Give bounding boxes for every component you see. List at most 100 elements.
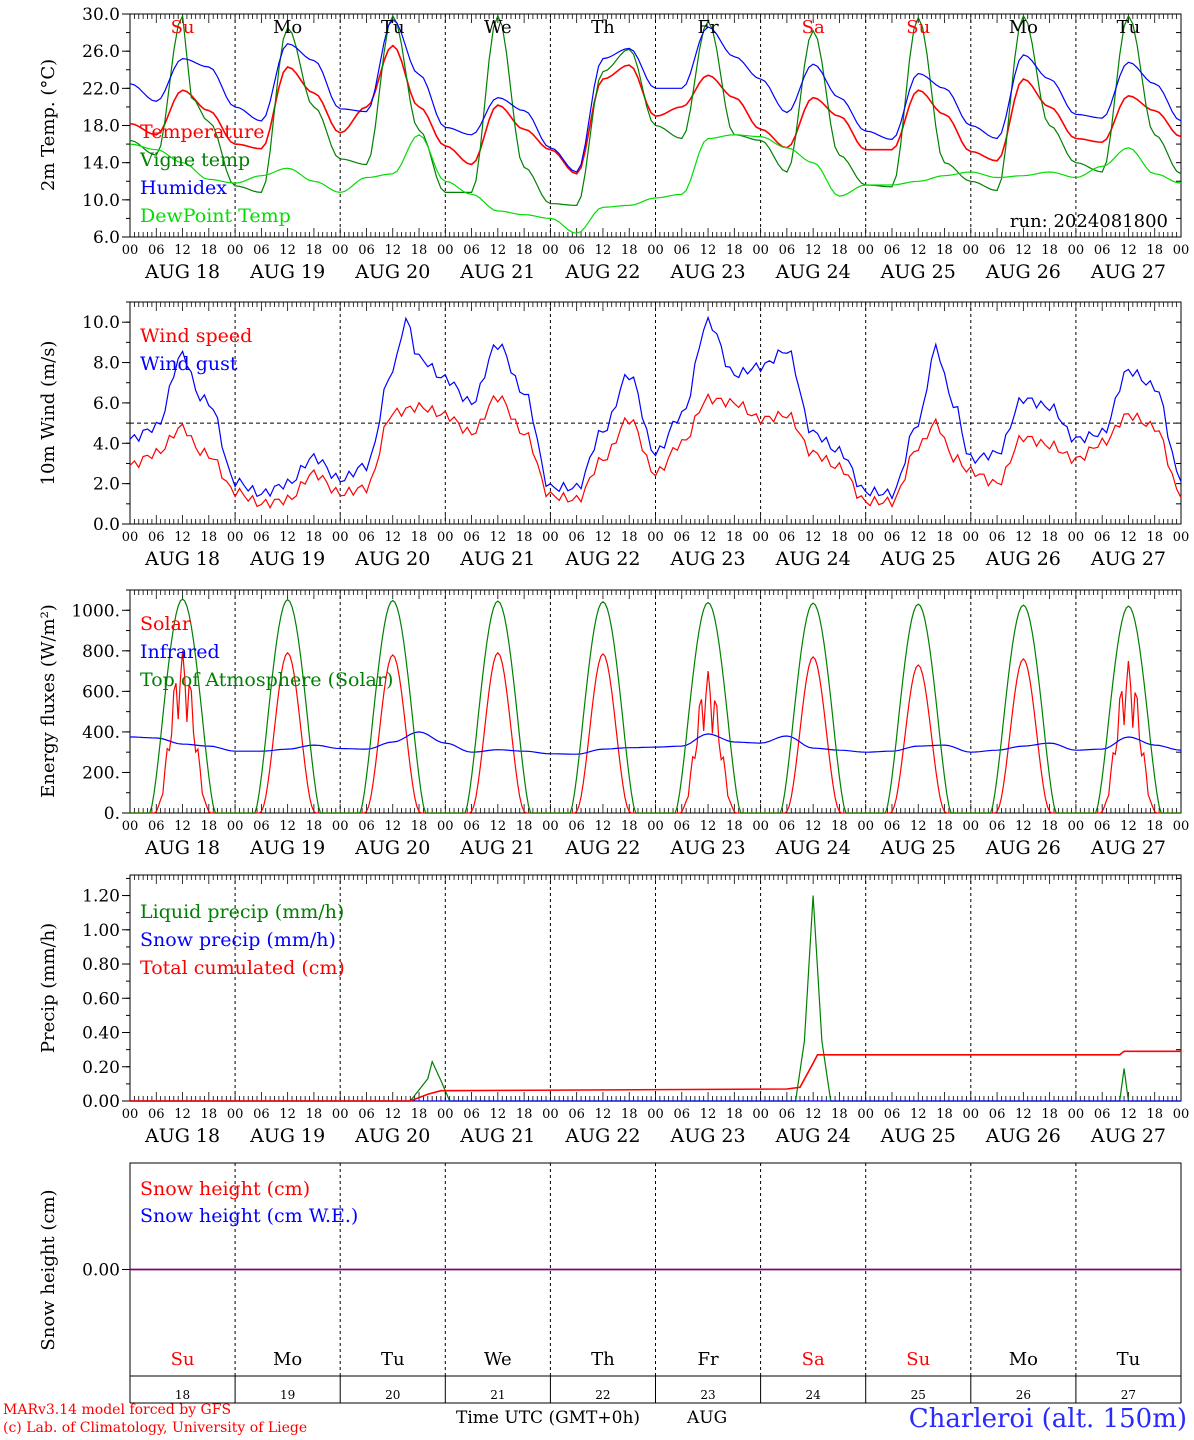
hour-tick-label: 18	[936, 530, 953, 545]
hour-tick-label: 12	[1120, 530, 1137, 545]
hour-tick-label: 06	[463, 530, 480, 545]
hour-tick-label: 00	[1068, 819, 1085, 834]
hour-tick-label: 18	[831, 530, 848, 545]
hour-tick-label: 12	[700, 530, 717, 545]
hour-tick-label: 00	[963, 530, 980, 545]
hour-tick-label: 00	[1173, 819, 1190, 834]
panel-4: 00 06 12 18 00 06 12 18 00 06 12 18 00 06 12 18 00 06 12 18…	[38, 874, 1190, 1147]
date-label: AUG 23	[669, 1125, 745, 1147]
hour-tick-label: 12	[700, 243, 717, 258]
model-credit: MARv3.14 model forced by GFS	[3, 1402, 231, 1418]
weekday-label: Mo	[1009, 1349, 1038, 1370]
y-tick-label: 600.	[82, 682, 120, 702]
y-tick-label: 0.	[104, 804, 120, 824]
date-label: AUG 27	[1090, 548, 1166, 570]
hour-tick-label: 06	[884, 530, 901, 545]
hour-tick-label: 06	[779, 1107, 796, 1122]
y-tick-label: 8.0	[93, 354, 120, 374]
hour-tick-label: 18	[306, 1107, 323, 1122]
hour-tick-label: 18	[726, 243, 743, 258]
series-line	[129, 13, 1182, 207]
hour-tick-label: 00	[122, 243, 139, 258]
y-tick-label: 1.20	[82, 887, 120, 907]
y-tick-label: 800.	[82, 642, 120, 662]
hour-tick-label: 06	[358, 243, 375, 258]
hour-tick-label: 18	[726, 1107, 743, 1122]
date-label: AUG 23	[669, 548, 745, 570]
hour-tick-label: 06	[148, 1107, 165, 1122]
hour-tick-label: 18	[411, 243, 428, 258]
date-label: AUG 22	[564, 261, 640, 283]
y-tick-label: 200.	[82, 763, 120, 783]
weekday-label: Tu	[1117, 1349, 1141, 1370]
hour-tick-label: 00	[437, 530, 454, 545]
weekday-label: Tu	[381, 1349, 405, 1370]
hour-tick-label: 12	[700, 1107, 717, 1122]
hour-tick-label: 00	[122, 819, 139, 834]
hour-tick-label: 06	[674, 1107, 691, 1122]
weekday-label: Th	[591, 17, 615, 38]
hour-tick-label: 00	[332, 1107, 349, 1122]
date-label: AUG 26	[985, 837, 1061, 859]
date-label: AUG 21	[459, 837, 535, 859]
date-label: AUG 22	[564, 548, 640, 570]
hour-tick-label: 18	[201, 1107, 218, 1122]
hour-tick-label: 00	[1173, 1107, 1190, 1122]
hour-tick-label: 00	[1068, 243, 1085, 258]
hour-tick-label: 18	[831, 819, 848, 834]
y-tick-label: 14.0	[82, 154, 120, 174]
hour-tick-label: 00	[542, 243, 559, 258]
y-axis-label: Snow height (cm)	[38, 1189, 59, 1350]
panel-1: 00 06 12 18 00 06 12 18 00 06 12 18 00 06 12 18 00 06 12 18…	[38, 5, 1189, 283]
series-line	[130, 731, 1182, 755]
y-tick-label: 0.20	[82, 1058, 120, 1078]
hour-tick-label: 00	[542, 819, 559, 834]
hour-tick-label: 12	[910, 243, 927, 258]
date-label: AUG 27	[1090, 1125, 1166, 1147]
date-label: AUG 20	[354, 1125, 430, 1147]
hour-tick-label: 18	[831, 243, 848, 258]
hour-tick-label: 12	[384, 1107, 401, 1122]
hour-tick-label: 06	[358, 1107, 375, 1122]
hour-tick-label: 06	[358, 819, 375, 834]
hour-tick-label: 06	[148, 819, 165, 834]
date-label: AUG 27	[1090, 261, 1166, 283]
y-tick-label: 0.40	[82, 1024, 120, 1044]
hour-tick-label: 00	[1068, 530, 1085, 545]
hour-tick-label: 06	[1094, 1107, 1111, 1122]
hour-tick-label: 12	[490, 243, 507, 258]
hour-tick-label: 12	[700, 819, 717, 834]
hour-tick-label: 06	[358, 530, 375, 545]
legend-entry: DewPoint Temp	[140, 205, 291, 227]
y-tick-label: 0.00	[82, 1261, 120, 1281]
date-label: AUG 18	[144, 837, 220, 859]
hour-tick-label: 00	[752, 243, 769, 258]
y-axis-label: Energy fluxes (W/m²)	[38, 604, 59, 798]
hour-tick-label: 18	[726, 530, 743, 545]
day-number: 24	[806, 1388, 822, 1402]
weekday-label: Tu	[381, 17, 405, 38]
date-label: AUG 21	[459, 261, 535, 283]
hour-tick-label: 00	[122, 530, 139, 545]
hour-tick-label: 00	[963, 1107, 980, 1122]
hour-tick-label: 18	[516, 243, 533, 258]
y-tick-label: 26.0	[82, 42, 120, 62]
hour-tick-label: 00	[857, 530, 874, 545]
date-label: AUG 18	[144, 1125, 220, 1147]
hour-tick-label: 12	[1015, 530, 1032, 545]
hour-tick-label: 18	[936, 819, 953, 834]
hour-tick-label: 18	[516, 819, 533, 834]
legend-entry: Liquid precip (mm/h)	[140, 901, 344, 923]
day-number: 23	[700, 1388, 715, 1402]
weekday-label: Su	[171, 1349, 195, 1370]
weekday-label: Th	[591, 1349, 615, 1370]
hour-tick-label: 18	[1041, 243, 1058, 258]
y-tick-label: 0.0	[93, 515, 120, 535]
hour-tick-label: 12	[595, 1107, 612, 1122]
hour-tick-label: 12	[174, 530, 191, 545]
date-label: AUG 23	[669, 837, 745, 859]
date-label: AUG 26	[985, 261, 1061, 283]
weekday-label: Mo	[1009, 17, 1038, 38]
date-label: AUG 25	[880, 261, 956, 283]
series-line	[129, 315, 1182, 501]
